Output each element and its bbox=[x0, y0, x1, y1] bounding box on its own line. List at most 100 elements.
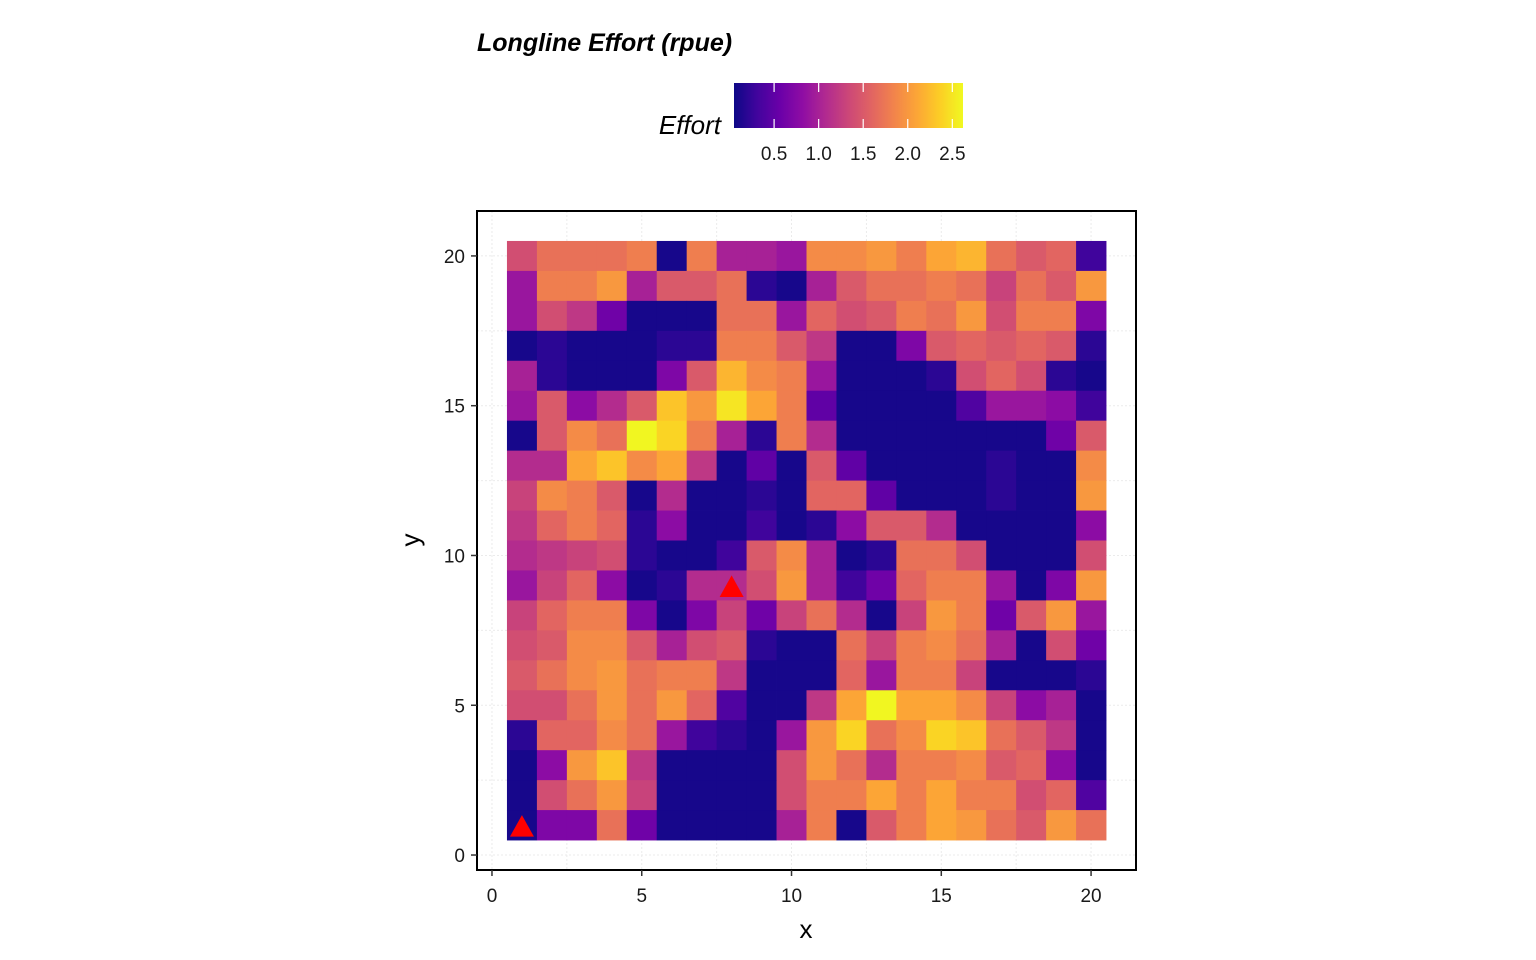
heatmap-cell bbox=[866, 450, 897, 481]
heatmap-cell bbox=[1016, 510, 1047, 541]
heatmap-cell bbox=[596, 690, 628, 721]
heatmap-cell bbox=[596, 540, 628, 571]
heatmap-cell bbox=[776, 480, 807, 511]
heatmap-cell bbox=[836, 420, 867, 452]
heatmap-cell bbox=[1046, 420, 1077, 452]
heatmap-cell bbox=[806, 690, 837, 721]
heatmap-cell bbox=[1076, 240, 1107, 272]
heatmap-cell bbox=[1076, 300, 1107, 332]
heatmap-cell bbox=[506, 510, 538, 541]
colorbar-tick-label: 1.0 bbox=[805, 144, 831, 165]
heatmap-cell bbox=[626, 420, 658, 452]
heatmap-cell bbox=[896, 600, 927, 631]
heatmap-cell bbox=[506, 540, 538, 571]
heatmap-cell bbox=[596, 570, 628, 601]
heatmap-cell bbox=[716, 690, 747, 721]
heatmap-cell bbox=[686, 420, 718, 452]
heatmap-cell bbox=[1076, 450, 1107, 481]
heatmap-cell bbox=[686, 600, 718, 631]
heatmap-cell bbox=[926, 540, 957, 571]
heatmap-cell bbox=[926, 720, 957, 751]
heatmap-cell bbox=[626, 330, 658, 362]
heatmap-cell bbox=[1016, 420, 1047, 452]
heatmap-cell bbox=[1076, 360, 1107, 392]
heatmap-cell bbox=[926, 420, 957, 452]
heatmap-cell bbox=[626, 810, 658, 841]
heatmap-cell bbox=[866, 330, 897, 362]
heatmap-cell bbox=[506, 300, 538, 332]
heatmap-cell bbox=[1016, 750, 1047, 781]
heatmap-cell bbox=[1076, 660, 1107, 691]
heatmap-cell bbox=[656, 420, 688, 452]
heatmap-cell bbox=[536, 720, 568, 751]
heatmap-cell bbox=[686, 810, 718, 841]
heatmap-cell bbox=[1016, 270, 1047, 302]
heatmap-cell bbox=[566, 690, 598, 721]
heatmap-cell bbox=[1016, 780, 1047, 811]
heatmap-cell bbox=[506, 480, 538, 511]
heatmap-cell bbox=[896, 420, 927, 452]
x-axis-title: x bbox=[800, 914, 813, 944]
heatmap-cell bbox=[566, 330, 598, 362]
heatmap-cell bbox=[566, 660, 598, 691]
heatmap-cell bbox=[866, 540, 897, 571]
heatmap-cell bbox=[716, 510, 747, 541]
heatmap-cell bbox=[626, 300, 658, 332]
triangle-marker bbox=[719, 575, 744, 598]
heatmap-cell bbox=[656, 540, 688, 571]
heatmap-cell bbox=[1046, 450, 1077, 481]
heatmap-cell bbox=[896, 660, 927, 691]
heatmap-cell bbox=[536, 510, 568, 541]
heatmap-cell bbox=[626, 390, 658, 422]
heatmap-cell bbox=[1016, 600, 1047, 631]
heatmap-cell bbox=[836, 330, 867, 362]
heatmap-cell bbox=[836, 450, 867, 481]
heatmap-cell bbox=[536, 690, 568, 721]
heatmap-cell bbox=[836, 270, 867, 302]
heatmap-cell bbox=[1016, 480, 1047, 511]
heatmap-cell bbox=[956, 750, 987, 781]
heatmap-cell bbox=[866, 630, 897, 661]
heatmap-cell bbox=[866, 510, 897, 541]
heatmap-cell bbox=[986, 540, 1017, 571]
chart-title: Longline Effort (rpue) bbox=[477, 29, 732, 57]
heatmap-cell bbox=[926, 600, 957, 631]
heatmap-cell bbox=[536, 270, 568, 302]
heatmap-cell bbox=[1046, 240, 1077, 272]
heatmap-cell bbox=[626, 360, 658, 392]
heatmap-cell bbox=[866, 300, 897, 332]
colorbar-legend: Effort 0.5 1.0 1.5 2.0 2.5 bbox=[659, 83, 966, 165]
heatmap-cell bbox=[656, 240, 688, 272]
heatmap-cell bbox=[716, 540, 747, 571]
heatmap-cell bbox=[1016, 390, 1047, 422]
heatmap-cell bbox=[506, 720, 538, 751]
y-tick-label: 5 bbox=[454, 696, 465, 717]
heatmap-cell bbox=[806, 360, 837, 392]
heatmap-cell bbox=[956, 360, 987, 392]
heatmap-cell bbox=[1076, 270, 1107, 302]
heatmap-cell bbox=[1076, 570, 1107, 601]
heatmap-cell bbox=[506, 570, 538, 601]
heatmap-cell bbox=[896, 780, 927, 811]
heatmap-cell bbox=[626, 660, 658, 691]
heatmap-cell bbox=[776, 450, 807, 481]
heatmap-cell bbox=[1076, 810, 1107, 841]
heatmap-cell bbox=[746, 660, 777, 691]
heatmap-cell bbox=[656, 570, 688, 601]
heatmap-cell bbox=[1046, 750, 1077, 781]
heatmap-cell bbox=[896, 720, 927, 751]
heatmap-cell bbox=[1046, 390, 1077, 422]
colorbar-ticks: 0.5 1.0 1.5 2.0 2.5 bbox=[761, 83, 966, 165]
heatmap-cell bbox=[806, 390, 837, 422]
heatmap-cell bbox=[716, 810, 747, 841]
heatmap-cell bbox=[986, 690, 1017, 721]
heatmap-cell bbox=[1016, 300, 1047, 332]
heatmap-cell bbox=[1076, 330, 1107, 362]
heatmap-cell bbox=[746, 330, 777, 362]
heatmap-cell bbox=[1076, 480, 1107, 511]
y-tick-label: 20 bbox=[444, 247, 465, 268]
heatmap-cell bbox=[1016, 450, 1047, 481]
heatmap-cell bbox=[956, 300, 987, 332]
heatmap-cell bbox=[866, 750, 897, 781]
